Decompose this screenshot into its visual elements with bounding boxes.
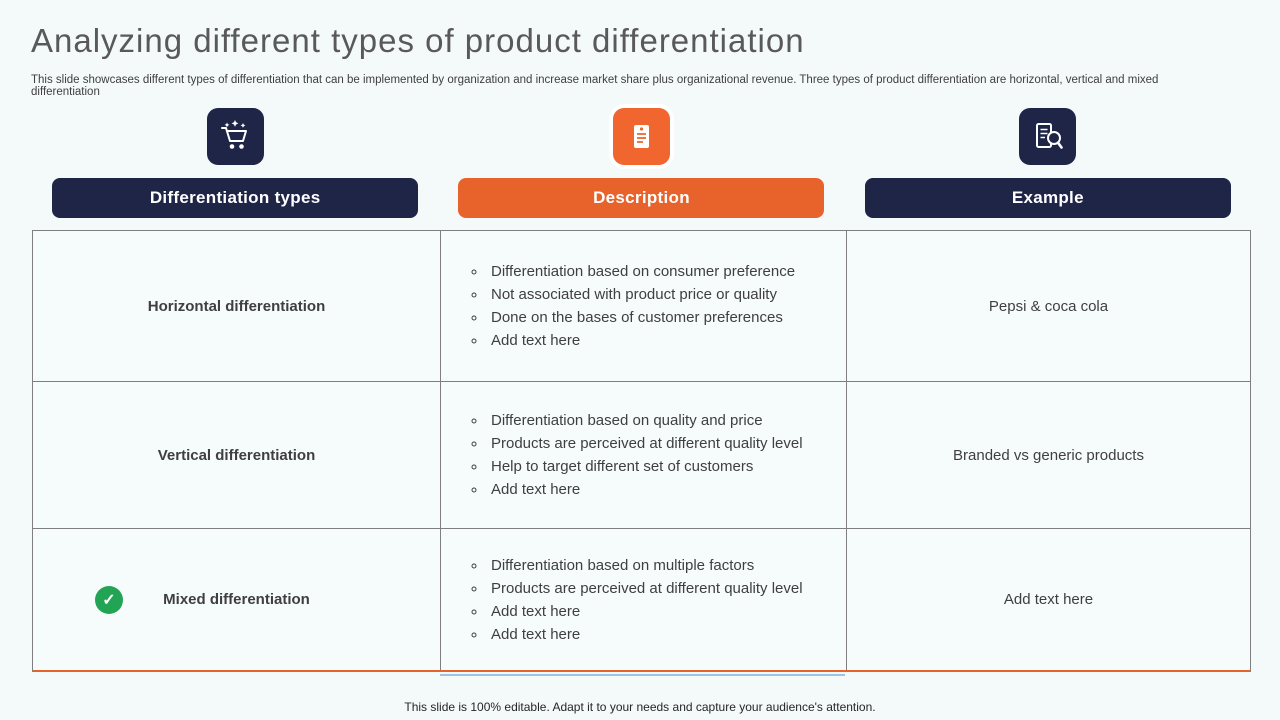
example-label: Pepsi & coca cola (988, 297, 1109, 315)
column-header-description: Description (438, 108, 844, 218)
column-header-example: Example (845, 108, 1251, 218)
column-headers: Differentiation types Description (32, 108, 1251, 218)
description-cell: Differentiation based on quality and pri… (440, 382, 846, 528)
column-pill-differentiation-types: Differentiation types (52, 178, 419, 218)
type-label: Horizontal differentiation (147, 297, 326, 315)
type-cell: ✓ Mixed differentiation (33, 529, 440, 670)
column-pill-example: Example (864, 178, 1231, 218)
column-header-types: Differentiation types (32, 108, 438, 218)
bullet-item: Products are perceived at different qual… (487, 432, 803, 455)
bullet-item: Add text here (487, 329, 795, 352)
page-title: Analyzing different types of product dif… (31, 22, 805, 59)
example-label: Add text here (1003, 591, 1094, 608)
description-column-underline (440, 674, 845, 676)
type-cell: Horizontal differentiation (33, 231, 440, 381)
differentiation-table: Horizontal differentiation Differentiati… (32, 230, 1251, 672)
type-cell: Vertical differentiation (33, 382, 440, 528)
type-label: Vertical differentiation (157, 446, 316, 464)
bullet-item: Not associated with product price or qua… (487, 283, 795, 306)
bullet-item: Add text here (487, 600, 803, 623)
check-icon: ✓ (95, 585, 123, 614)
bullet-list: Differentiation based on multiple factor… (467, 554, 803, 646)
example-label: Branded vs generic products (953, 446, 1144, 464)
bullet-item: Add text here (487, 623, 803, 646)
bullet-item: Differentiation based on multiple factor… (487, 554, 803, 577)
cart-stars-icon (206, 108, 264, 165)
example-cell: Branded vs generic products (846, 382, 1250, 528)
bullet-item: Differentiation based on consumer prefer… (487, 260, 795, 283)
bullet-item: Add text here (487, 478, 803, 501)
bullet-item: Differentiation based on quality and pri… (487, 409, 803, 432)
bullet-list: Differentiation based on quality and pri… (467, 409, 803, 501)
example-cell: Add text here (846, 529, 1250, 670)
magnifier-document-icon (1019, 108, 1077, 165)
description-cell: Differentiation based on multiple factor… (440, 529, 846, 670)
table-row-vertical: Vertical differentiation Differentiation… (33, 381, 1250, 528)
table-row-mixed: ✓ Mixed differentiation Differentiation … (33, 528, 1250, 670)
footer-note: This slide is 100% editable. Adapt it to… (404, 700, 876, 714)
table-row-horizontal: Horizontal differentiation Differentiati… (33, 231, 1250, 381)
description-cell: Differentiation based on consumer prefer… (440, 231, 846, 381)
bullet-item: Done on the bases of customer preference… (487, 306, 795, 329)
bullet-list: Differentiation based on consumer prefer… (467, 260, 795, 352)
bullet-item: Help to target different set of customer… (487, 455, 803, 478)
type-label: Mixed differentiation (163, 591, 310, 608)
example-cell: Pepsi & coca cola (846, 231, 1250, 381)
bullet-item: Products are perceived at different qual… (487, 577, 803, 600)
document-icon (612, 108, 670, 165)
column-pill-description: Description (458, 178, 825, 218)
slide-subtitle: This slide showcases different types of … (31, 74, 1159, 98)
